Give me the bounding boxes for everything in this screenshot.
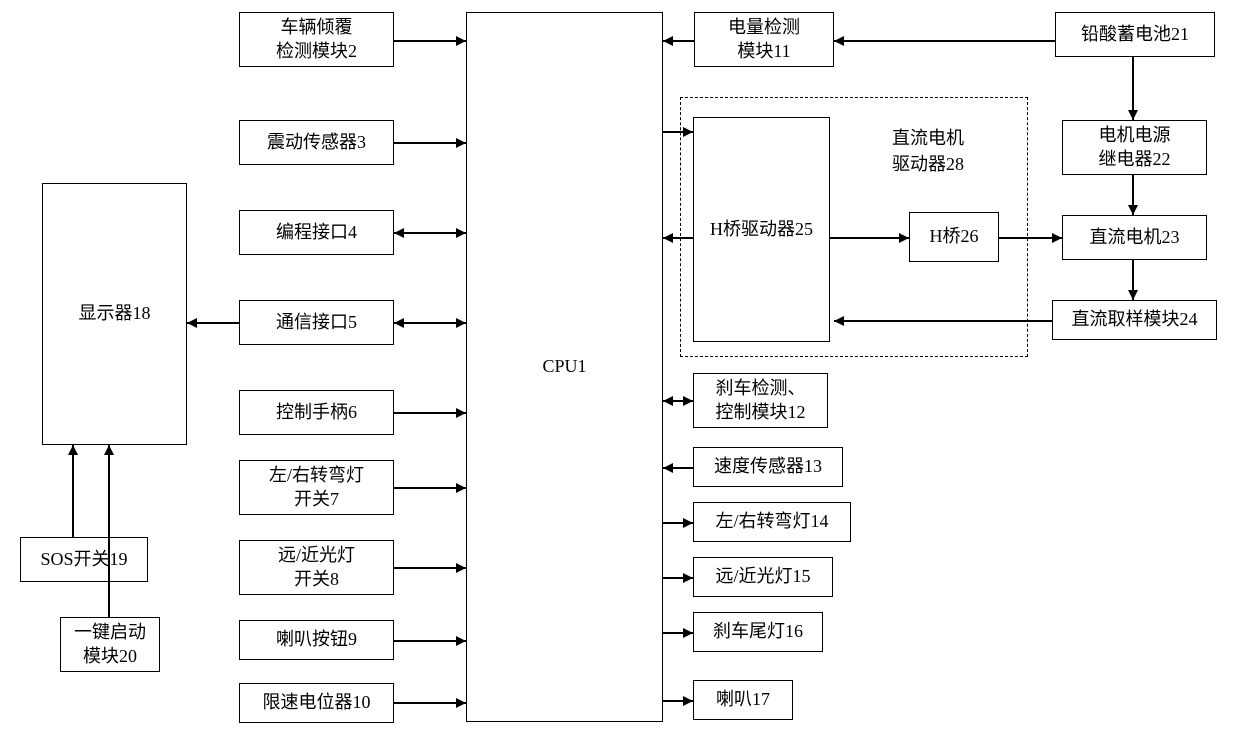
arrow-head-right-icon xyxy=(456,563,466,573)
box-label-dc_sample: 直流取样模块24 xyxy=(1072,308,1198,331)
box-label-handle: 控制手柄6 xyxy=(276,401,357,424)
label-driver28: 直流电机 驱动器28 xyxy=(892,124,964,176)
box-speed_pot: 限速电位器10 xyxy=(239,683,394,723)
box-label-motor_relay: 电机电源 继电器22 xyxy=(1099,124,1171,171)
box-dc_sample: 直流取样模块24 xyxy=(1052,300,1217,340)
box-motor_relay: 电机电源 继电器22 xyxy=(1062,120,1207,175)
arrow-head-left-icon xyxy=(663,463,673,473)
box-label-horn_btn: 喇叭按钮9 xyxy=(276,628,357,651)
arrow-head-right-icon xyxy=(456,483,466,493)
box-label-vibration: 震动传感器3 xyxy=(267,131,366,154)
box-label-sos: SOS开关19 xyxy=(40,548,127,571)
box-label-tilt: 车辆倾覆 检测模块2 xyxy=(276,16,357,63)
dashed-motor-driver-group xyxy=(680,97,1028,357)
box-cpu: CPU1 xyxy=(466,12,663,722)
arrow-head-up-icon xyxy=(104,445,114,455)
box-battery_check: 电量检测 模块11 xyxy=(694,12,834,67)
arrow-head-right-icon xyxy=(456,408,466,418)
arrow-head-right-icon xyxy=(1052,233,1062,243)
arrow-head-left-icon xyxy=(834,36,844,46)
box-label-brake_det: 刹车检测、 控制模块12 xyxy=(716,377,806,424)
box-label-speed_sensor: 速度传感器13 xyxy=(714,455,822,478)
box-speed_sensor: 速度传感器13 xyxy=(693,447,843,487)
box-label-turn_light: 左/右转弯灯14 xyxy=(715,510,828,533)
box-label-prog: 编程接口4 xyxy=(276,221,357,244)
arrow-head-down-icon xyxy=(1128,110,1138,120)
box-dc_motor: 直流电机23 xyxy=(1062,215,1207,260)
box-horn_btn: 喇叭按钮9 xyxy=(239,620,394,660)
box-brake_light: 刹车尾灯16 xyxy=(693,612,823,652)
box-label-far_light: 远/近光灯15 xyxy=(715,565,810,588)
box-label-brake_light: 刹车尾灯16 xyxy=(713,620,803,643)
box-onekey: 一键启动 模块20 xyxy=(60,617,160,672)
arrow-head-right-icon xyxy=(456,228,466,238)
arrow-head-left-icon xyxy=(394,228,404,238)
box-label-lead_battery: 铅酸蓄电池21 xyxy=(1081,23,1189,46)
box-tilt: 车辆倾覆 检测模块2 xyxy=(239,12,394,67)
arrow-head-left-icon xyxy=(834,316,844,326)
box-sos: SOS开关19 xyxy=(20,537,148,582)
box-label-horn: 喇叭17 xyxy=(716,688,770,711)
box-label-cpu: CPU1 xyxy=(542,355,586,378)
arrow-line xyxy=(834,320,1052,322)
box-turn_light: 左/右转弯灯14 xyxy=(693,502,851,542)
arrow-head-left-icon xyxy=(663,396,673,406)
arrow-line xyxy=(834,40,1055,42)
arrow-head-right-icon xyxy=(683,696,693,706)
arrow-head-right-icon xyxy=(683,127,693,137)
box-prog: 编程接口4 xyxy=(239,210,394,255)
box-label-dc_motor: 直流电机23 xyxy=(1090,226,1180,249)
arrow-head-down-icon xyxy=(1128,290,1138,300)
arrow-head-right-icon xyxy=(683,518,693,528)
arrow-line xyxy=(830,237,909,239)
arrow-head-right-icon xyxy=(456,36,466,46)
arrow-head-right-icon xyxy=(899,233,909,243)
arrow-line xyxy=(72,445,74,537)
box-comm: 通信接口5 xyxy=(239,300,394,345)
arrow-head-left-icon xyxy=(394,318,404,328)
arrow-head-left-icon xyxy=(663,233,673,243)
arrow-head-right-icon xyxy=(683,396,693,406)
box-label-battery_check: 电量检测 模块11 xyxy=(728,16,800,63)
arrow-head-right-icon xyxy=(683,628,693,638)
arrow-head-right-icon xyxy=(683,573,693,583)
arrow-head-left-icon xyxy=(187,318,197,328)
arrow-head-right-icon xyxy=(456,318,466,328)
box-label-speed_pot: 限速电位器10 xyxy=(263,691,371,714)
box-lead_battery: 铅酸蓄电池21 xyxy=(1055,12,1215,57)
box-brake_det: 刹车检测、 控制模块12 xyxy=(693,373,828,428)
arrow-head-right-icon xyxy=(456,698,466,708)
box-display: 显示器18 xyxy=(42,183,187,445)
box-turn_switch: 左/右转弯灯 开关7 xyxy=(239,460,394,515)
box-handle: 控制手柄6 xyxy=(239,390,394,435)
arrow-head-left-icon xyxy=(663,36,673,46)
arrow-head-right-icon xyxy=(456,636,466,646)
box-label-onekey: 一键启动 模块20 xyxy=(74,621,146,668)
box-label-light_switch: 远/近光灯 开关8 xyxy=(278,544,355,591)
arrow-line xyxy=(108,445,110,617)
box-label-turn_switch: 左/右转弯灯 开关7 xyxy=(269,464,364,511)
box-light_switch: 远/近光灯 开关8 xyxy=(239,540,394,595)
box-vibration: 震动传感器3 xyxy=(239,120,394,165)
box-horn: 喇叭17 xyxy=(693,680,793,720)
box-label-comm: 通信接口5 xyxy=(276,311,357,334)
box-far_light: 远/近光灯15 xyxy=(693,557,833,597)
arrow-head-down-icon xyxy=(1128,205,1138,215)
box-label-display: 显示器18 xyxy=(79,302,151,325)
arrow-head-up-icon xyxy=(68,445,78,455)
arrow-head-right-icon xyxy=(456,138,466,148)
